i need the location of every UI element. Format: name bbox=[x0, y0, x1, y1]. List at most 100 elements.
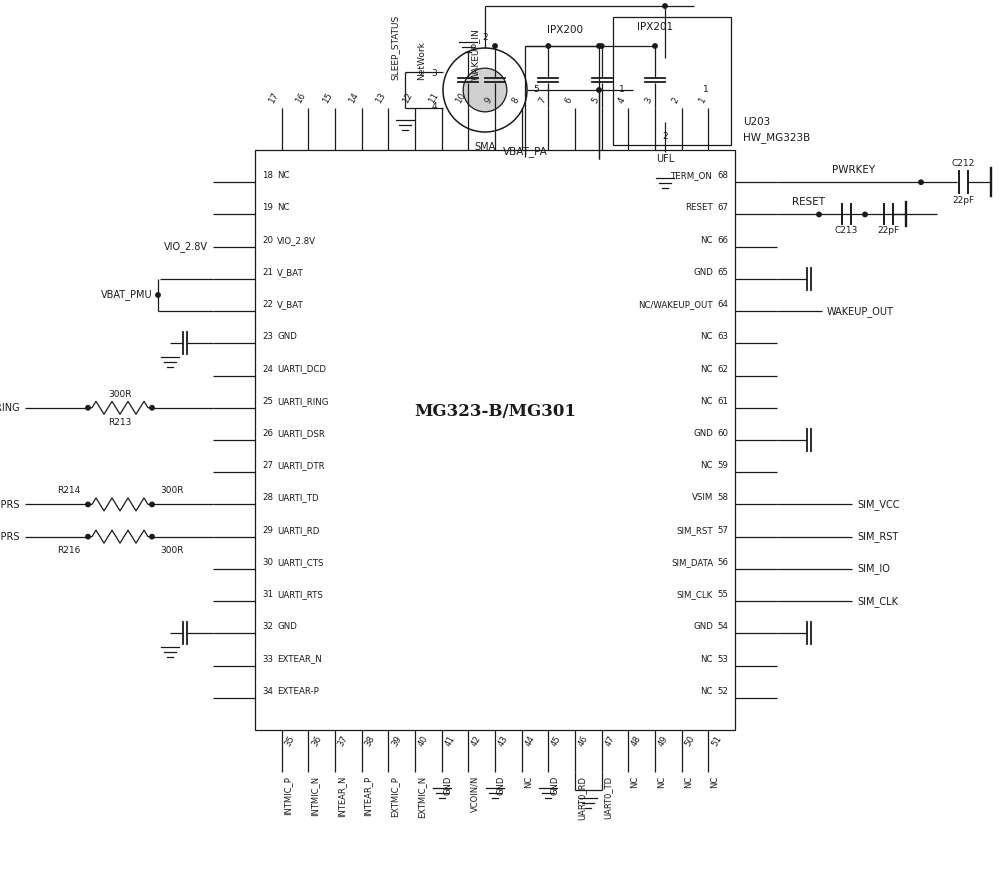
Text: GND: GND bbox=[444, 776, 453, 796]
Text: RESET: RESET bbox=[685, 204, 713, 212]
Text: SIM_RST: SIM_RST bbox=[676, 526, 713, 535]
Text: UARTI_RTS: UARTI_RTS bbox=[277, 590, 323, 599]
Text: 38: 38 bbox=[363, 734, 376, 748]
Text: NC: NC bbox=[700, 687, 713, 696]
Text: 68: 68 bbox=[717, 171, 728, 181]
Text: 34: 34 bbox=[262, 687, 273, 696]
Text: 60: 60 bbox=[717, 429, 728, 438]
Text: NC: NC bbox=[700, 396, 713, 406]
Text: 27: 27 bbox=[262, 461, 273, 470]
Text: VIO_2.8V: VIO_2.8V bbox=[277, 235, 316, 244]
Text: 55: 55 bbox=[717, 590, 728, 599]
Text: SIM_IO: SIM_IO bbox=[857, 564, 890, 574]
Text: 65: 65 bbox=[717, 268, 728, 277]
Text: C212: C212 bbox=[952, 159, 975, 168]
Text: 11: 11 bbox=[427, 91, 441, 105]
Text: 16: 16 bbox=[294, 91, 307, 105]
Text: 15: 15 bbox=[321, 91, 334, 105]
Text: C213: C213 bbox=[835, 227, 858, 235]
Text: 18: 18 bbox=[262, 171, 273, 181]
Text: UART0_TD: UART0_TD bbox=[604, 776, 613, 820]
Text: 2: 2 bbox=[670, 96, 681, 105]
Text: NC: NC bbox=[630, 776, 639, 789]
Text: IPX201: IPX201 bbox=[637, 22, 673, 32]
Text: GND: GND bbox=[277, 333, 297, 342]
Text: RESET: RESET bbox=[792, 197, 825, 207]
Text: 28: 28 bbox=[262, 494, 273, 503]
Text: 32: 32 bbox=[262, 622, 273, 631]
Text: TERM_ON: TERM_ON bbox=[671, 171, 713, 181]
Text: 25: 25 bbox=[262, 396, 273, 406]
Text: 64: 64 bbox=[717, 300, 728, 309]
Text: VBAT_PA: VBAT_PA bbox=[503, 146, 547, 157]
Text: 49: 49 bbox=[656, 734, 670, 748]
Text: NC: NC bbox=[524, 776, 533, 789]
Circle shape bbox=[863, 212, 867, 217]
Text: 30: 30 bbox=[262, 558, 273, 567]
Text: SIM_VCC: SIM_VCC bbox=[857, 499, 900, 510]
Text: 66: 66 bbox=[717, 235, 728, 244]
Text: 300R: 300R bbox=[160, 546, 184, 555]
Text: 44: 44 bbox=[523, 734, 536, 748]
Text: HW_MG323B: HW_MG323B bbox=[743, 133, 810, 143]
Text: 4: 4 bbox=[431, 103, 437, 112]
Text: 26: 26 bbox=[262, 429, 273, 438]
Text: 39: 39 bbox=[390, 734, 403, 748]
Circle shape bbox=[86, 535, 90, 539]
Circle shape bbox=[597, 43, 601, 48]
Text: V_BAT: V_BAT bbox=[277, 268, 304, 277]
Text: 17: 17 bbox=[267, 91, 281, 105]
Text: 14: 14 bbox=[347, 91, 361, 105]
Text: SLEEP_STATUS: SLEEP_STATUS bbox=[390, 15, 399, 80]
Text: 300R: 300R bbox=[160, 487, 184, 496]
Text: GND: GND bbox=[277, 622, 297, 631]
Text: R216: R216 bbox=[57, 546, 80, 555]
Text: TXD_GPRS: TXD_GPRS bbox=[0, 499, 20, 510]
Circle shape bbox=[597, 88, 601, 92]
Text: 22pF: 22pF bbox=[877, 227, 900, 235]
Text: NetWork: NetWork bbox=[417, 41, 426, 80]
Text: 62: 62 bbox=[717, 365, 728, 373]
Text: EXTEAR-P: EXTEAR-P bbox=[277, 687, 319, 696]
Text: 33: 33 bbox=[262, 655, 273, 664]
Circle shape bbox=[653, 43, 657, 48]
Text: EXTMIC_P: EXTMIC_P bbox=[390, 776, 399, 817]
Text: VIO_2.8V: VIO_2.8V bbox=[164, 242, 208, 252]
Text: UARTI_RD: UARTI_RD bbox=[277, 526, 319, 535]
Text: 20: 20 bbox=[262, 235, 273, 244]
Circle shape bbox=[463, 68, 507, 112]
Text: 63: 63 bbox=[717, 333, 728, 342]
Text: 53: 53 bbox=[717, 655, 728, 664]
Text: 50: 50 bbox=[683, 734, 696, 748]
Text: NC: NC bbox=[710, 776, 719, 789]
Circle shape bbox=[546, 43, 551, 48]
Circle shape bbox=[86, 405, 90, 410]
Text: INTMIC_P: INTMIC_P bbox=[284, 776, 293, 815]
Text: 31: 31 bbox=[262, 590, 273, 599]
Text: UARTI_DCD: UARTI_DCD bbox=[277, 365, 326, 373]
Text: 45: 45 bbox=[550, 734, 563, 748]
Text: EXTEAR_N: EXTEAR_N bbox=[277, 655, 322, 664]
Text: V_BAT: V_BAT bbox=[277, 300, 304, 309]
Text: GND: GND bbox=[550, 776, 559, 796]
Text: 37: 37 bbox=[336, 734, 350, 748]
Text: NC: NC bbox=[700, 235, 713, 244]
Circle shape bbox=[919, 180, 923, 184]
Text: 5: 5 bbox=[533, 86, 539, 95]
Text: 12: 12 bbox=[401, 91, 414, 105]
Text: 41: 41 bbox=[443, 734, 456, 748]
Text: 1: 1 bbox=[619, 86, 625, 95]
Text: 23: 23 bbox=[262, 333, 273, 342]
Text: 24: 24 bbox=[262, 365, 273, 373]
Text: 43: 43 bbox=[496, 734, 510, 748]
Text: 5: 5 bbox=[590, 96, 601, 105]
Text: 7: 7 bbox=[537, 96, 547, 105]
Text: 40: 40 bbox=[416, 734, 430, 748]
Text: EXTMIC_N: EXTMIC_N bbox=[417, 776, 426, 818]
Text: RING: RING bbox=[0, 403, 20, 412]
Circle shape bbox=[150, 503, 154, 506]
Text: 22: 22 bbox=[262, 300, 273, 309]
Text: 46: 46 bbox=[576, 734, 590, 748]
Text: 48: 48 bbox=[630, 734, 643, 748]
Text: 61: 61 bbox=[717, 396, 728, 406]
